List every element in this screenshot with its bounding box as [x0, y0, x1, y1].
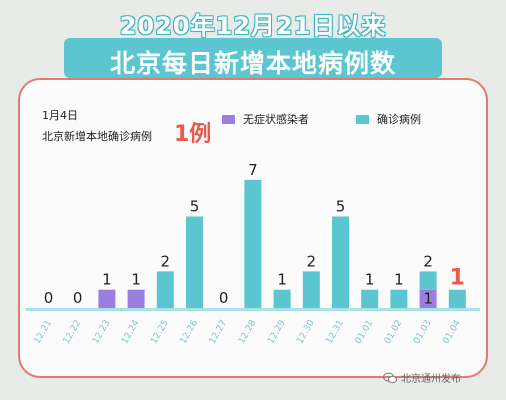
x-axis-line — [26, 308, 480, 311]
bar-asymptomatic-12.24 — [127, 289, 145, 308]
title-banner — [64, 38, 442, 78]
legend-label-asymptomatic: 无症状感染者 — [243, 113, 309, 126]
x-tick-label-12.22: 12.22 — [62, 319, 84, 346]
x-tick-label-12.29: 12.29 — [266, 318, 288, 346]
bar-confirmed-01.01 — [361, 289, 379, 308]
x-tick-label-01.01: 01.01 — [354, 319, 376, 346]
data-label-12.24: 1 — [131, 271, 141, 289]
legend-item-confirmed: 确诊病例 — [356, 111, 421, 127]
data-label-12.28: 7 — [248, 161, 258, 179]
inner-label-01.03: 1 — [423, 290, 433, 308]
x-tick-label-12.24: 12.24 — [120, 318, 142, 346]
legend-item-asymptomatic: 无症状感染者 — [222, 111, 309, 127]
legend-swatch-asymptomatic — [222, 114, 235, 124]
data-label-12.26: 5 — [190, 198, 200, 216]
bar-asymptomatic-12.23 — [98, 289, 116, 308]
bar-asymptomatic-01.03 — [419, 289, 437, 308]
bar-confirmed-12.28 — [244, 179, 262, 308]
x-tick-label-01.02: 01.02 — [383, 319, 405, 346]
bar-confirmed-12.25 — [156, 271, 174, 308]
data-label-12.23: 1 — [102, 271, 112, 289]
bar-confirmed-01.03 — [419, 271, 437, 290]
data-label-01.01: 1 — [365, 271, 375, 289]
bar-confirmed-12.26 — [186, 216, 203, 308]
wechat-icon — [383, 372, 397, 383]
data-label-12.25: 2 — [161, 252, 171, 270]
x-tick-label-12.28: 12.28 — [237, 318, 259, 346]
info-count: 1例 — [174, 122, 212, 147]
bar-confirmed-12.29 — [273, 289, 291, 308]
chart-title-line-1: 2020年12月21日以来 — [119, 12, 387, 40]
data-label-01.03: 2 — [423, 252, 433, 270]
x-tick-label-01.04: 01.04 — [441, 318, 463, 346]
x-tick-label-12.26: 12.26 — [179, 318, 201, 346]
data-label-01.04: 1 — [450, 266, 465, 291]
data-label-12.30: 2 — [307, 252, 317, 270]
bar-confirmed-01.02 — [390, 289, 408, 308]
info-label: 北京新增本地确诊病例 — [42, 130, 152, 143]
x-tick-label-12.31: 12.31 — [325, 319, 347, 346]
watermark: 北京通州发布 — [383, 370, 461, 385]
bar-confirmed-01.04 — [448, 289, 466, 308]
chart-title-line-2: 北京每日新增本地病例数 — [109, 49, 396, 78]
data-label-12.27: 0 — [219, 289, 229, 307]
x-tick-label-12.21: 12.21 — [33, 319, 55, 346]
x-tick-label-12.27: 12.27 — [208, 319, 230, 346]
data-label-12.31: 5 — [336, 198, 346, 216]
bar-confirmed-12.31 — [332, 216, 349, 308]
chart-panel — [18, 78, 488, 378]
x-tick-label-12.25: 12.25 — [149, 319, 171, 346]
legend-swatch-confirmed — [356, 114, 369, 124]
legend-label-confirmed: 确诊病例 — [377, 113, 421, 126]
watermark-text: 北京通州发布 — [401, 374, 461, 385]
data-label-01.02: 1 — [394, 271, 404, 289]
x-tick-label-01.03: 01.03 — [412, 319, 434, 346]
data-label-12.22: 0 — [73, 289, 83, 307]
x-tick-label-12.23: 12.23 — [91, 319, 113, 346]
bar-confirmed-12.30 — [302, 271, 320, 308]
x-tick-label-12.30: 12.30 — [295, 318, 317, 346]
data-label-12.29: 1 — [277, 271, 287, 289]
info-date: 1月4日 — [42, 109, 78, 122]
data-label-12.21: 0 — [44, 289, 54, 307]
